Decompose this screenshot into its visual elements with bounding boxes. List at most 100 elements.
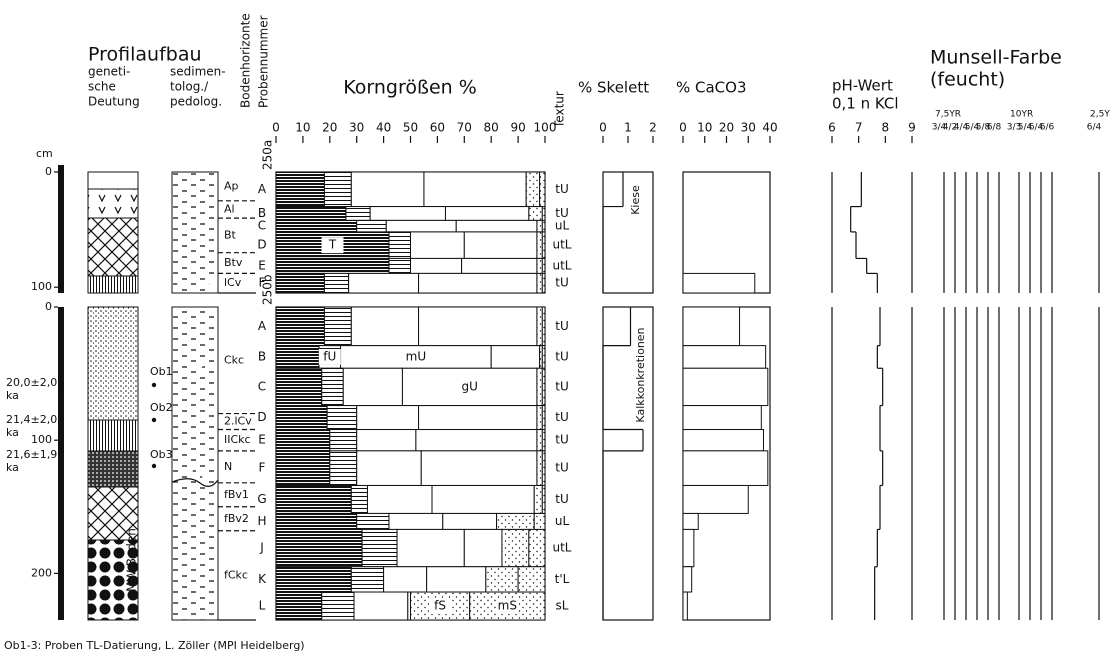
- sample-label: A: [258, 182, 267, 196]
- texture-label: tU: [555, 461, 569, 475]
- grain-segment: [324, 273, 348, 293]
- profile-id: 250b: [261, 274, 275, 305]
- age-unit: ka: [6, 389, 19, 402]
- depth-unit: cm: [36, 147, 53, 160]
- depth-tick-label: 100: [31, 280, 52, 293]
- grain-segment: [537, 307, 542, 346]
- tick-label: 0: [599, 121, 607, 135]
- grain-segment: [327, 406, 357, 430]
- grain-segment: [537, 232, 542, 259]
- grain-segment: [389, 258, 411, 273]
- grain-segment: [384, 567, 427, 592]
- sediment-column: [172, 172, 218, 620]
- grain-segment: [456, 220, 537, 232]
- munsell-hue: 7,5YR: [935, 110, 961, 120]
- grain-segment: [276, 592, 322, 620]
- grain-segment: [346, 207, 370, 221]
- tick-label: 9: [908, 121, 916, 135]
- grain-segment: [419, 307, 537, 346]
- tick-label: 50: [403, 121, 418, 135]
- chart-frame: [603, 172, 653, 293]
- caco3-bar: [683, 485, 748, 513]
- caco3-bar: [683, 368, 768, 405]
- tl-sample: Ob2: [150, 401, 173, 414]
- texture-label: tU: [555, 182, 569, 196]
- grain-segment: [276, 406, 327, 430]
- sample-label: A: [258, 319, 267, 333]
- texture-label: tU: [555, 433, 569, 447]
- grain-segment: [276, 273, 324, 293]
- horizon-label: Ckc: [224, 353, 244, 366]
- sample-label: F: [259, 461, 266, 475]
- grain-segment: [518, 567, 545, 592]
- grain-segment: [416, 430, 537, 451]
- grain-segment: [367, 485, 432, 513]
- caco3-bar: [683, 430, 763, 451]
- grain-segment: [330, 451, 357, 486]
- horizon-label: Btv: [224, 256, 243, 269]
- sample-label: J: [259, 541, 264, 555]
- horizon-label: Al: [224, 202, 235, 215]
- header-sample-number: Probennummer: [257, 15, 271, 108]
- concretions-label: Kalkkonkretionen: [634, 327, 647, 422]
- grain-segment: [349, 273, 419, 293]
- sample-label: K: [258, 572, 267, 586]
- caco3-bar: [683, 567, 692, 592]
- grain-segment: [276, 220, 357, 232]
- munsell-hue: 2,5Y: [1090, 110, 1110, 120]
- tick-label: 100: [534, 121, 557, 135]
- grain-segment: [276, 430, 330, 451]
- grain-segment: [542, 232, 545, 259]
- sample-label: E: [258, 433, 266, 447]
- grain-segment: [542, 273, 545, 293]
- grain-segment: [464, 529, 502, 566]
- header-title: Profilaufbau: [88, 44, 202, 66]
- texture-label: tU: [555, 276, 569, 290]
- fraction-label: T: [328, 238, 337, 252]
- grain-segment: [427, 567, 486, 592]
- grain-segment: [491, 346, 539, 369]
- grain-segment: [276, 513, 357, 529]
- depth-tick-label: 0: [45, 165, 52, 178]
- grain-segment: [464, 232, 537, 259]
- caco3-bar: [683, 273, 755, 293]
- grain-segment: [529, 529, 545, 566]
- grain-segment: [537, 258, 542, 273]
- grain-segment: [389, 232, 411, 259]
- depth-tick-label: 0: [45, 300, 52, 313]
- depth-tick-label: 200: [31, 566, 52, 579]
- grain-segment: [322, 368, 344, 405]
- header-grain-size: Korngrößen %: [343, 77, 477, 99]
- tl-sample: Ob1: [150, 365, 173, 378]
- sample-label: G: [257, 492, 266, 506]
- horizon-label: fCkc: [224, 568, 248, 581]
- grain-segment: [486, 567, 518, 592]
- texture-label: uL: [555, 514, 570, 528]
- sample-label: C: [258, 379, 266, 393]
- grain-segment: [529, 207, 542, 221]
- caco3-bar: [683, 307, 740, 346]
- grain-segment: [276, 258, 389, 273]
- munsell-chip: 6/8: [987, 123, 1002, 133]
- age-label: 21,4±2,0: [6, 413, 57, 426]
- grain-segment: [534, 513, 545, 529]
- age-label: 20,0±2,0: [6, 376, 57, 389]
- grain-segment: [276, 207, 346, 221]
- tick-label: 10: [295, 121, 310, 135]
- tick-label: 0: [272, 121, 280, 135]
- grain-segment: [276, 529, 362, 566]
- grain-segment: [542, 220, 545, 232]
- grain-segment: [411, 232, 465, 259]
- caco3-bar: [683, 451, 768, 486]
- header-caco3: % CaCO3: [676, 79, 747, 97]
- tl-sample: Ob3: [150, 448, 173, 461]
- sample-label: H: [257, 514, 266, 528]
- grain-segment: [322, 592, 354, 620]
- sample-label: C: [258, 219, 266, 233]
- grain-segment: [324, 172, 351, 207]
- header-ph: pH-Wert: [832, 77, 893, 95]
- tick-label: 60: [430, 121, 445, 135]
- tl-point: [152, 383, 156, 387]
- texture-label: t'L: [555, 572, 570, 586]
- grain-segment: [542, 430, 545, 451]
